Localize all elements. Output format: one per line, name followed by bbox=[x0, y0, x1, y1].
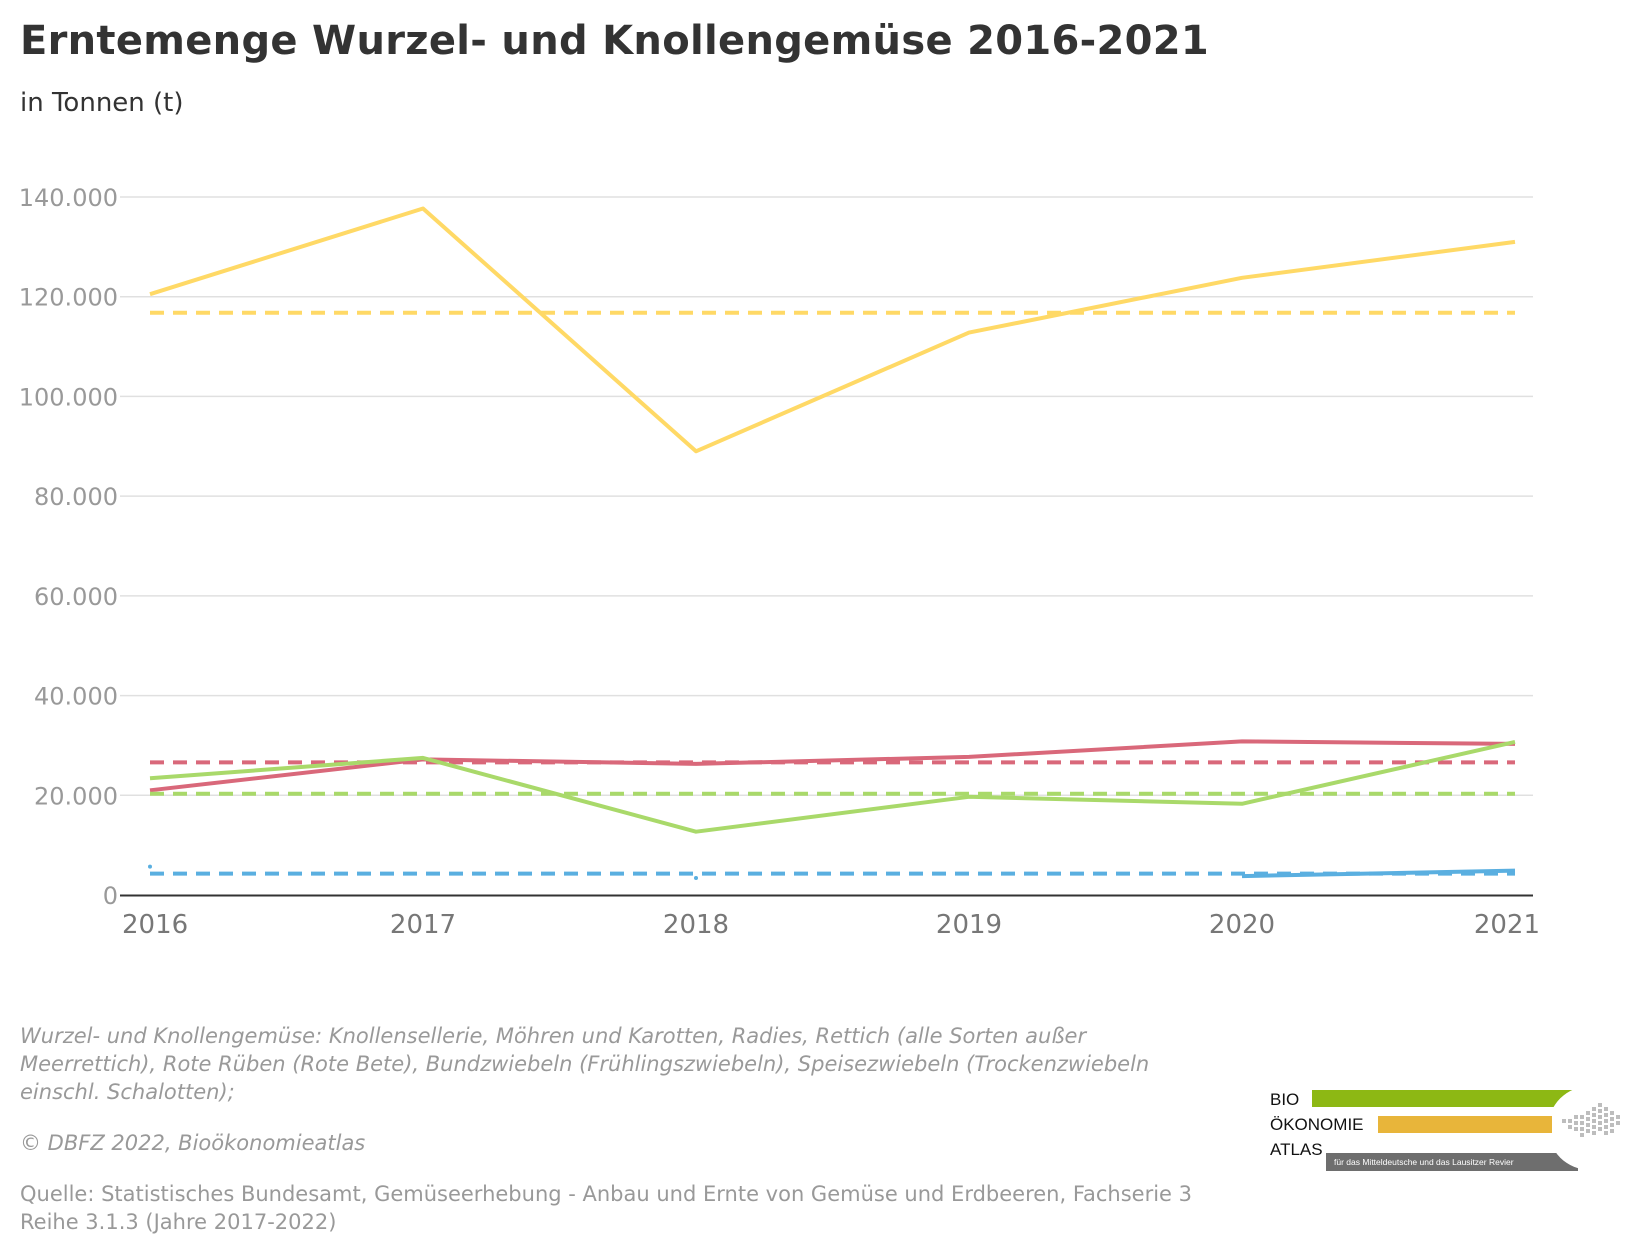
footnote: Wurzel- und Knollengemüse: Knollenseller… bbox=[20, 1024, 1150, 1104]
logo-word-bio: BIO bbox=[1270, 1090, 1300, 1109]
logo-word-oekonomie: ÖKONOMIE bbox=[1270, 1115, 1364, 1134]
x-tick-label: 2016 bbox=[122, 910, 188, 940]
logo-tagline: für das Mitteldeutsche und das Lausitzer… bbox=[1326, 1153, 1578, 1171]
x-axis-ticks: 2016 2017 2018 2019 2020 2021 bbox=[122, 910, 1540, 940]
gridlines bbox=[120, 196, 1533, 797]
series-point bbox=[148, 864, 152, 869]
series-line bbox=[149, 739, 1516, 793]
y-tick-label: 140.000 bbox=[19, 184, 118, 212]
y-tick-label: 40.000 bbox=[34, 683, 118, 711]
series-lines bbox=[148, 206, 1516, 881]
x-tick-label: 2021 bbox=[1474, 910, 1540, 940]
chart-title: Erntemenge Wurzel- und Knollengemüse 201… bbox=[20, 18, 1210, 64]
copyright: © DBFZ 2022, Bioökonomieatlas bbox=[20, 1131, 366, 1155]
bioeconomy-atlas-logo: BIO ÖKONOMIE ATLAS für das Mitteldeutsch… bbox=[1270, 1084, 1630, 1174]
y-tick-label: 80.000 bbox=[34, 483, 118, 511]
source-note: Quelle: Statistisches Bundesamt, Gemüsee… bbox=[20, 1182, 1192, 1234]
y-tick-label: 120.000 bbox=[19, 284, 118, 312]
series-line bbox=[149, 739, 1516, 834]
y-tick-label: 60.000 bbox=[34, 583, 118, 611]
x-tick-label: 2020 bbox=[1209, 910, 1275, 940]
y-tick-label: 0 bbox=[103, 882, 118, 910]
region-map-icon bbox=[1552, 1086, 1628, 1170]
y-axis-ticks: 0 20.000 40.000 60.000 80.000 100.000 120.000 1… bbox=[19, 184, 118, 910]
chart-subtitle: in Tonnen (t) bbox=[20, 88, 184, 118]
logo-bar-green bbox=[1312, 1090, 1584, 1107]
series-line bbox=[149, 206, 1516, 454]
x-tick-label: 2018 bbox=[663, 910, 729, 940]
y-tick-label: 100.000 bbox=[19, 383, 118, 411]
y-tick-label: 20.000 bbox=[34, 782, 118, 810]
series-point bbox=[694, 876, 698, 881]
logo-bar-yellow bbox=[1378, 1116, 1584, 1133]
x-tick-label: 2019 bbox=[936, 910, 1002, 940]
line-chart: 0 20.000 40.000 60.000 80.000 100.000 120.000 1… bbox=[19, 184, 1540, 940]
logo-word-atlas: ATLAS bbox=[1270, 1140, 1323, 1159]
x-tick-label: 2017 bbox=[390, 910, 456, 940]
